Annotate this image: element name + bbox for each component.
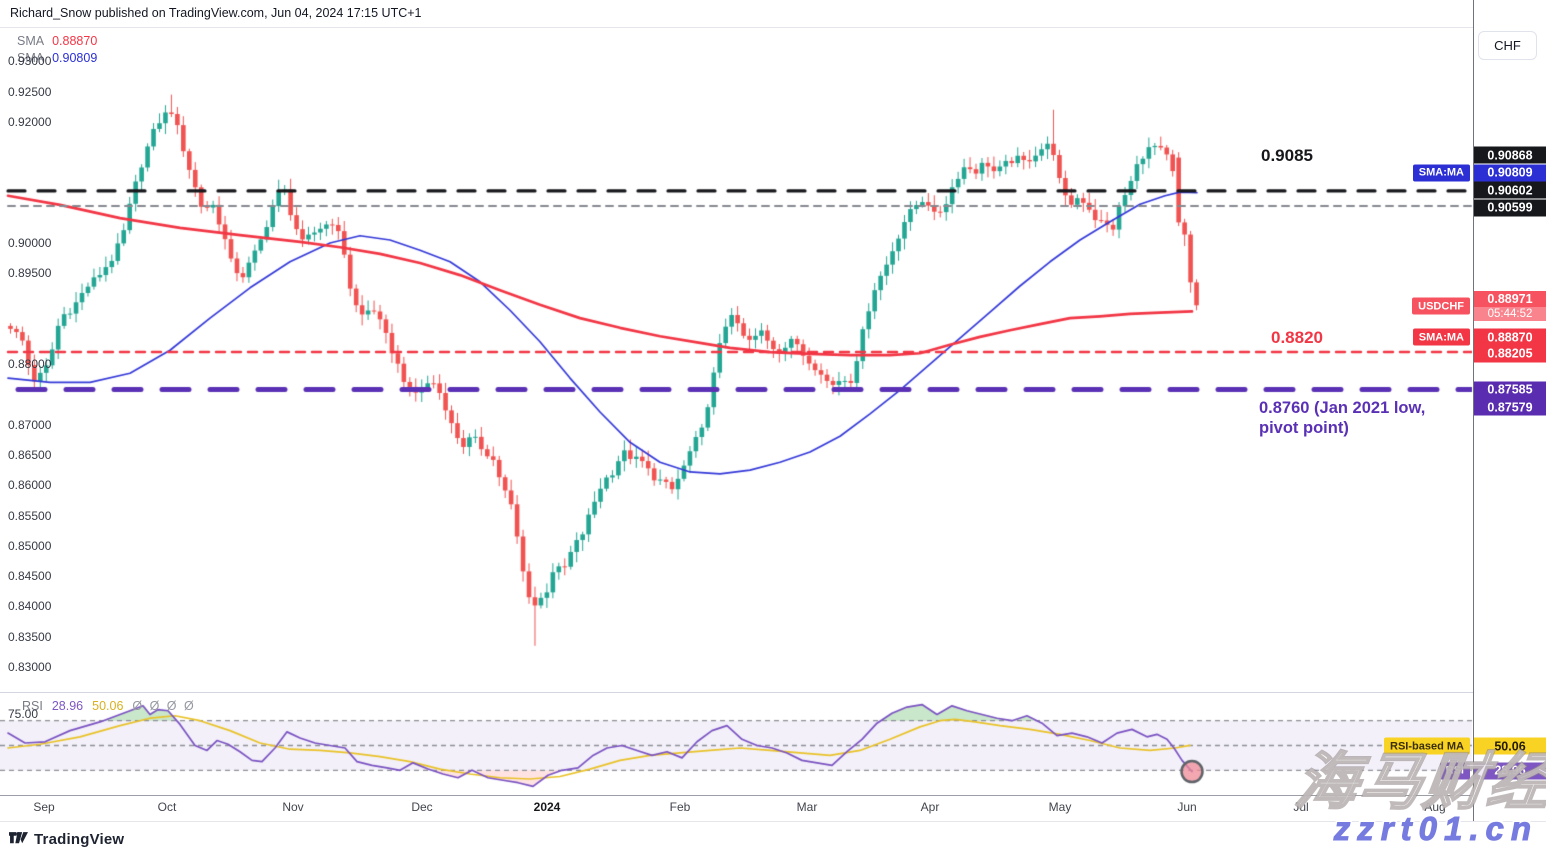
time-axis-May[interactable]: May [1048, 800, 1072, 814]
time-axis-Dec[interactable]: Dec [411, 800, 433, 814]
usdchf-last-price: 0.88971 [1474, 291, 1546, 307]
rsi-tick: 75.00 [8, 706, 39, 721]
time-axis-Oct[interactable]: Oct [157, 800, 177, 814]
axis-tag-SMA:MA: SMA:MA [1412, 164, 1470, 181]
price-tick: 0.93000 [8, 54, 52, 69]
price-label-0.90809: 0.90809 [1474, 164, 1546, 181]
price-label-0.87585: 0.87585 [1474, 381, 1546, 398]
legend-sma-blue-label: SMA [17, 51, 45, 65]
time-axis-Sep[interactable]: Sep [33, 800, 55, 814]
header-separator [0, 27, 1546, 28]
price-tick: 0.86000 [8, 478, 52, 493]
price-label-50.06: 50.06 [1474, 737, 1546, 755]
legend-sma-blue-value: 0.90809 [52, 51, 98, 65]
price-tick: 0.92500 [8, 84, 52, 99]
price-label-0.90868: 0.90868 [1474, 146, 1546, 164]
time-axis-Nov[interactable]: Nov [282, 800, 304, 814]
axis-tag-RSI: RSI [1439, 762, 1470, 779]
time-axis-Aug[interactable]: Aug [1424, 800, 1446, 814]
rsi-hidden-values: Ø Ø Ø Ø [132, 699, 196, 713]
time-axis-2024[interactable]: 2024 [533, 800, 561, 814]
axis-tag-RSI-based MA: RSI-based MA [1384, 737, 1470, 755]
annotation-support-0.8820: 0.8820 [1271, 328, 1323, 347]
currency-button[interactable]: CHF [1478, 31, 1537, 60]
usdchf-price-label: 0.88971 05:44:52 [1474, 291, 1546, 321]
legend-sma-red-value: 0.88870 [52, 34, 98, 48]
legend-sma-blue[interactable]: SMA 0.90809 [17, 50, 97, 67]
indicator-legend: SMA 0.88870 SMA 0.90809 [17, 33, 97, 67]
time-axis-Jul[interactable]: Jul [1293, 800, 1309, 814]
annotation-resistance-0.9085: 0.9085 [1261, 146, 1313, 165]
price-tick: 0.83000 [8, 660, 52, 674]
tradingview-logo-icon [9, 832, 28, 844]
legend-sma-red-label: SMA [17, 34, 45, 48]
axis-tag-SMA:MA: SMA:MA [1412, 328, 1470, 346]
time-axis-Feb[interactable]: Feb [669, 800, 691, 814]
price-tick: 0.85000 [8, 538, 52, 553]
price-tick: 0.84000 [8, 599, 52, 614]
price-tick: 0.89500 [8, 266, 52, 281]
price-label-0.88870: 0.88870 [1474, 328, 1546, 346]
price-tick: 0.87000 [8, 417, 52, 432]
axis-tag-USDCHF: USDCHF [1412, 297, 1470, 315]
price-label-28.96: 28.96 [1474, 762, 1546, 779]
usdchf-bar-countdown: 05:44:52 [1474, 307, 1546, 321]
rsi-value: 28.96 [51, 699, 84, 713]
price-label-0.88205: 0.88205 [1474, 345, 1546, 362]
price-label-0.87579: 0.87579 [1474, 398, 1546, 416]
price-tick: 0.84500 [8, 569, 52, 584]
price-label-0.90599: 0.90599 [1474, 199, 1546, 216]
price-tick: 0.86500 [8, 448, 52, 462]
tradingview-logo-text: TradingView [34, 831, 125, 848]
time-axis-Jun[interactable]: Jun [1177, 800, 1197, 814]
price-tick: 0.90000 [8, 236, 52, 250]
price-tick: 0.85500 [8, 508, 52, 523]
time-axis-separator [0, 795, 1546, 796]
tradingview-logo[interactable]: TradingView [9, 830, 124, 849]
bottom-separator [0, 821, 1546, 822]
time-axis-Mar[interactable]: Mar [796, 800, 818, 814]
pane-separator[interactable] [0, 692, 1546, 693]
annotation-pivot-0.8760: 0.8760 (Jan 2021 low, pivot point) [1259, 399, 1426, 437]
price-tick: 0.83500 [8, 629, 52, 644]
rsi-indicator-label: RSI [22, 699, 43, 713]
price-label-0.90602: 0.90602 [1474, 181, 1546, 199]
price-tick: 0.92000 [8, 114, 52, 129]
rsi-ma-value: 50.06 [92, 699, 124, 713]
publish-header: Richard_Snow published on TradingView.co… [10, 6, 422, 20]
rsi-status-row[interactable]: RSI 28.96 50.06 Ø Ø Ø Ø [22, 699, 205, 714]
time-axis-Apr[interactable]: Apr [920, 800, 940, 814]
price-tick: 0.88000 [8, 357, 52, 372]
legend-sma-red[interactable]: SMA 0.88870 [17, 33, 97, 50]
